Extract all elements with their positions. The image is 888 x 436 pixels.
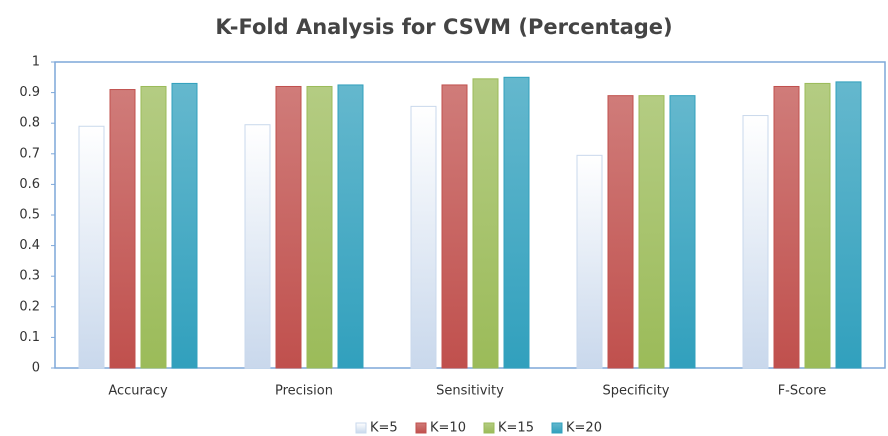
- y-tick-label: 0.7: [19, 146, 40, 161]
- bar: [441, 84, 468, 369]
- chart-title: K-Fold Analysis for CSVM (Percentage): [215, 15, 672, 39]
- bar: [576, 154, 603, 369]
- y-tick-label: 0.4: [19, 238, 40, 253]
- bar: [140, 85, 167, 369]
- bar: [773, 85, 800, 369]
- bar: [275, 85, 302, 369]
- bar: [742, 115, 769, 369]
- y-tick-label: 0: [32, 361, 40, 376]
- y-tick-label: 0.8: [19, 116, 40, 131]
- legend-swatch: [415, 422, 427, 434]
- y-tick-label: 0.3: [19, 269, 40, 284]
- legend-label: K=20: [566, 421, 602, 436]
- x-tick-label: Accuracy: [108, 384, 168, 399]
- bar: [171, 82, 198, 369]
- legend-swatch: [551, 422, 563, 434]
- bar: [804, 82, 831, 369]
- bar: [410, 105, 437, 369]
- bar: [244, 124, 271, 369]
- y-tick-label: 0.1: [19, 330, 40, 345]
- bar: [607, 95, 634, 369]
- bar: [669, 95, 696, 369]
- bar: [472, 78, 499, 369]
- legend-swatch: [355, 422, 367, 434]
- x-tick-label: Sensitivity: [436, 384, 504, 399]
- y-tick-label: 0.2: [19, 299, 40, 314]
- y-tick-label: 0.9: [19, 85, 40, 100]
- legend-label: K=10: [430, 421, 466, 436]
- x-tick-label: Precision: [275, 384, 333, 399]
- bar: [337, 84, 364, 369]
- legend-label: K=15: [498, 421, 534, 436]
- bar: [109, 89, 136, 369]
- legend-label: K=5: [370, 421, 398, 436]
- x-tick-label: Specificity: [603, 384, 670, 399]
- bar: [835, 81, 862, 369]
- legend-swatch: [483, 422, 495, 434]
- bar: [78, 125, 105, 369]
- x-tick-label: F-Score: [778, 384, 827, 399]
- bar: [503, 76, 530, 369]
- bar: [638, 95, 665, 369]
- bar: [306, 85, 333, 369]
- y-tick-label: 0.6: [19, 177, 40, 192]
- y-tick-label: 0.5: [19, 208, 40, 223]
- y-tick-label: 1: [32, 55, 40, 70]
